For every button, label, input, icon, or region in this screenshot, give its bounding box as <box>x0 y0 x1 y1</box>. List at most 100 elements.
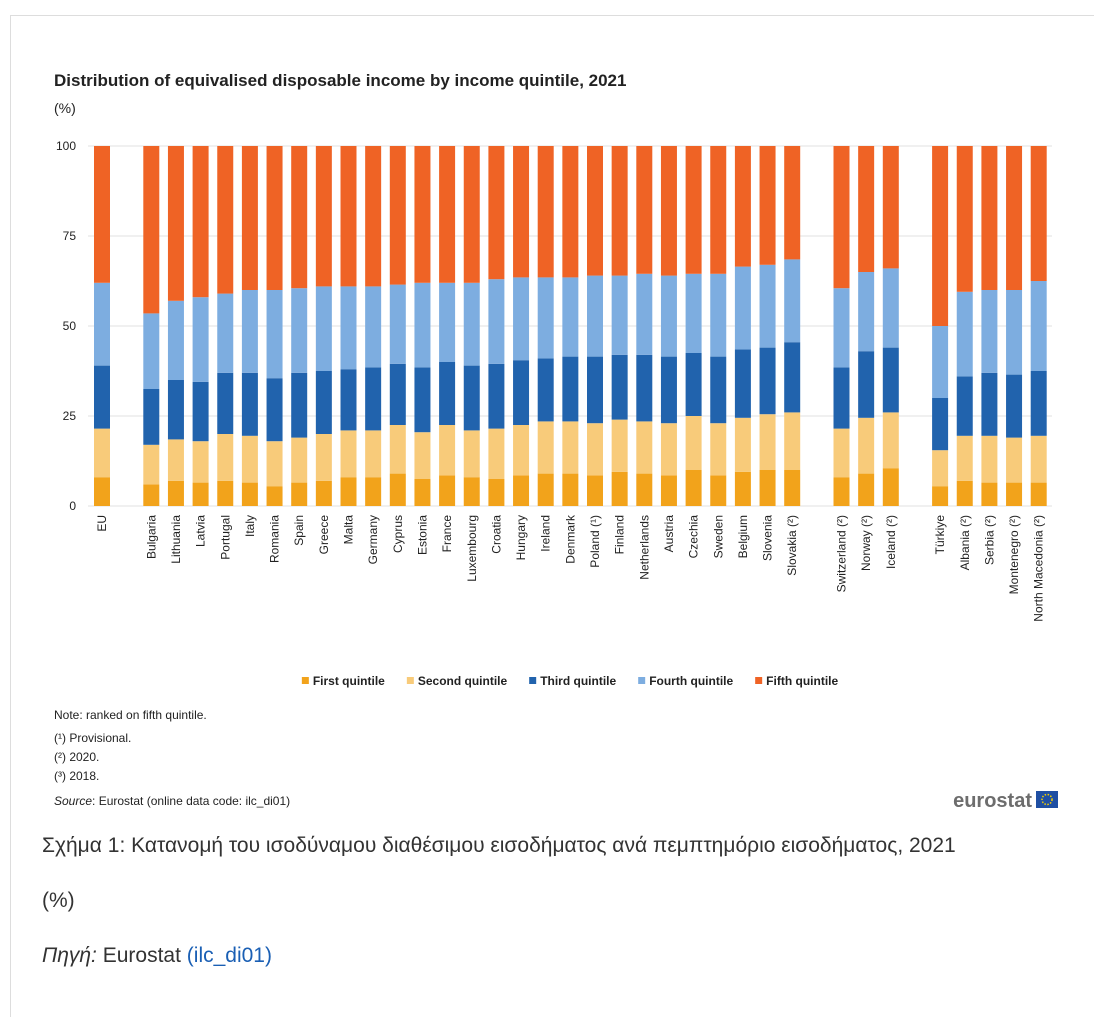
bar-segment <box>488 279 505 364</box>
bar-segment <box>94 365 110 429</box>
bar-segment <box>685 353 702 416</box>
bar-segment <box>636 354 653 422</box>
bar-segment <box>956 376 973 436</box>
bar-segment <box>389 425 406 474</box>
x-tick-label: Ireland <box>539 515 553 552</box>
bar-segment <box>439 146 456 283</box>
bar-segment <box>932 450 949 487</box>
bar-segment <box>389 473 406 506</box>
caption-source: Πηγή: Eurostat (ilc_di01) <box>42 944 272 968</box>
bar-segment <box>143 444 160 485</box>
bar-segment <box>833 288 850 368</box>
x-tick-label: Norway (²) <box>859 515 873 571</box>
bar-segment <box>463 282 480 366</box>
source-link[interactable]: (ilc_di01) <box>186 944 272 967</box>
bar-segment <box>266 290 283 379</box>
legend-label: Fifth quintile <box>766 674 838 688</box>
bar-segment <box>1006 374 1023 438</box>
bar-segment <box>660 475 677 506</box>
frame-left <box>10 15 11 1017</box>
x-tick-label: Netherlands <box>637 515 651 580</box>
caption-source-label: Πηγή: <box>42 944 97 967</box>
bar-segment <box>956 480 973 506</box>
bar-segment <box>660 275 677 357</box>
x-tick-label: Lithuania <box>169 515 183 564</box>
bar-segment <box>833 367 850 429</box>
bar-segment <box>340 430 357 478</box>
bar-segment <box>315 371 332 434</box>
bar-segment <box>685 470 702 506</box>
bar-segment <box>488 428 505 479</box>
y-tick-label: 25 <box>63 409 77 423</box>
bar-segment <box>734 349 751 418</box>
x-tick-label: Luxembourg <box>465 515 479 582</box>
x-tick-label: EU <box>95 515 109 532</box>
y-tick-label: 50 <box>63 319 77 333</box>
x-tick-label: Italy <box>243 515 257 537</box>
bar-segment <box>710 146 727 274</box>
bar-segment <box>167 480 184 506</box>
y-axis-label: (%) <box>54 100 76 116</box>
bar-segment <box>365 367 382 431</box>
bar-segment <box>167 380 184 440</box>
bar-segment <box>513 360 530 425</box>
chart: Distribution of equivalised disposable i… <box>54 71 1058 812</box>
x-tick-label: Switzerland (²) <box>835 515 849 592</box>
bar-segment <box>611 146 628 276</box>
x-tick-label: Greece <box>317 515 331 555</box>
bar-segment <box>784 470 801 506</box>
bar-segment <box>562 421 579 474</box>
legend-label: Second quintile <box>418 674 508 688</box>
bar-segment <box>611 275 628 355</box>
bar-segment <box>414 282 431 368</box>
bar-segment <box>217 434 234 481</box>
bar-segment <box>882 468 899 506</box>
bar-segment <box>340 369 357 431</box>
bar-segment <box>587 275 603 357</box>
bar-segment <box>414 432 431 479</box>
bar-segment <box>932 146 949 326</box>
x-tick-label: Montenegro (²) <box>1007 515 1021 594</box>
bar-segment <box>759 414 776 470</box>
logo-stars <box>1041 793 1053 806</box>
x-tick-label: Croatia <box>489 515 503 554</box>
bar-segment <box>636 146 653 274</box>
bar-segment <box>365 430 382 478</box>
bar-segment <box>389 363 406 425</box>
bar-segment <box>956 146 973 292</box>
bar-segment <box>217 372 234 434</box>
x-tick-label: Sweden <box>711 515 725 558</box>
bar-segment <box>94 428 110 478</box>
bar-segment <box>611 471 628 506</box>
bar-segment <box>734 146 751 267</box>
bar-segment <box>365 286 382 368</box>
bar-segment <box>882 146 899 269</box>
bar-segment <box>241 146 258 290</box>
bar-segment <box>932 398 949 451</box>
bar-segment <box>710 423 727 476</box>
bar-segment <box>734 417 751 472</box>
x-tick-label: Poland (¹) <box>588 515 602 568</box>
note: (³) 2018. <box>54 769 99 783</box>
bar-segment <box>981 372 998 436</box>
bar-segment <box>636 273 653 355</box>
bar-segment <box>513 146 530 278</box>
bar-segment <box>562 356 579 422</box>
x-tick-label: Portugal <box>218 515 232 560</box>
bar-segment <box>562 277 579 357</box>
bar-segment <box>389 284 406 364</box>
bar-segment <box>759 264 776 348</box>
x-tick-label: Türkiye <box>933 515 947 555</box>
bar-segment <box>241 290 258 373</box>
x-tick-label: Slovenia <box>761 515 775 561</box>
bar-segment <box>710 356 727 424</box>
bar-segment <box>685 416 702 470</box>
x-tick-label: Latvia <box>194 515 208 547</box>
bar-segment <box>488 479 505 506</box>
bar-segment <box>882 268 899 348</box>
bar-segment <box>266 378 283 442</box>
bar-segment <box>167 300 184 380</box>
bar-segment <box>932 326 949 398</box>
logo: eurostat <box>953 790 1032 812</box>
